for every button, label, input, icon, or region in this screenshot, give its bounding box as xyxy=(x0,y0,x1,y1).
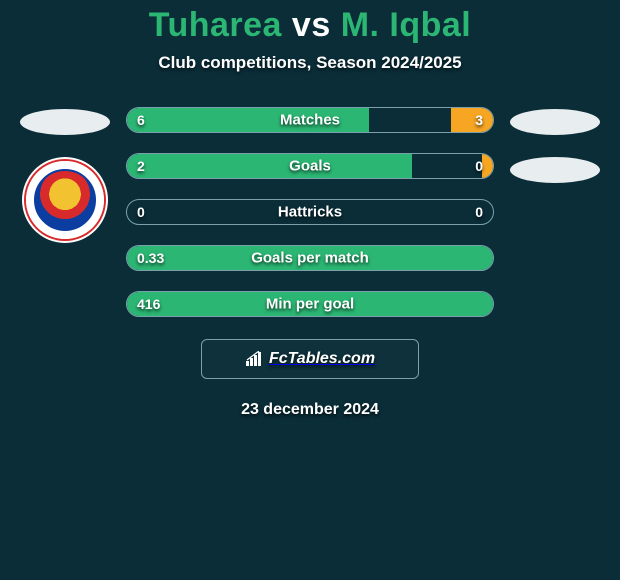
player1-club-badge xyxy=(22,157,108,243)
stat-right-fill xyxy=(451,108,493,132)
player2-club-oval-icon xyxy=(510,157,600,183)
date-text: 23 december 2024 xyxy=(241,401,379,419)
stat-row-goals-per-match: 0.33 Goals per match xyxy=(126,245,494,271)
stat-left-value: 0.33 xyxy=(137,250,164,266)
brand-link[interactable]: FcTables.com xyxy=(201,339,419,379)
main-row: 6 Matches 3 2 Goals 0 0 Hattricks 0 xyxy=(0,107,620,317)
player2-oval-icon xyxy=(510,109,600,135)
stat-left-value: 0 xyxy=(137,204,145,220)
player2-name: M. Iqbal xyxy=(341,6,472,44)
stat-left-value: 416 xyxy=(137,296,160,312)
stat-label: Goals xyxy=(289,158,331,175)
vs-text: vs xyxy=(292,6,331,44)
stat-right-value: 0 xyxy=(475,158,483,174)
stat-right-value: 0 xyxy=(475,204,483,220)
stat-label: Hattricks xyxy=(278,204,342,221)
stats-column: 6 Matches 3 2 Goals 0 0 Hattricks 0 xyxy=(126,107,494,317)
club-badge-ring xyxy=(26,161,104,239)
chart-icon xyxy=(245,351,265,367)
stat-right-fill xyxy=(482,154,493,178)
stat-label: Min per goal xyxy=(266,296,354,313)
comparison-widget: Tuharea vs M. Iqbal Club competitions, S… xyxy=(0,0,620,419)
stat-label: Goals per match xyxy=(251,250,369,267)
left-side-column xyxy=(10,107,120,317)
player1-oval-icon xyxy=(20,109,110,135)
stat-right-value: 3 xyxy=(475,112,483,128)
stat-left-value: 6 xyxy=(137,112,145,128)
competition-subtitle: Club competitions, Season 2024/2025 xyxy=(158,53,461,73)
comparison-title: Tuharea vs M. Iqbal xyxy=(149,6,472,45)
stat-left-value: 2 xyxy=(137,158,145,174)
brand-text: FcTables.com xyxy=(269,350,375,368)
stat-left-fill xyxy=(127,154,412,178)
stat-label: Matches xyxy=(280,112,340,129)
stat-row-hattricks: 0 Hattricks 0 xyxy=(126,199,494,225)
stat-row-goals: 2 Goals 0 xyxy=(126,153,494,179)
stat-row-matches: 6 Matches 3 xyxy=(126,107,494,133)
right-side-column xyxy=(500,107,610,317)
stat-row-min-per-goal: 416 Min per goal xyxy=(126,291,494,317)
player1-name: Tuharea xyxy=(149,6,282,44)
